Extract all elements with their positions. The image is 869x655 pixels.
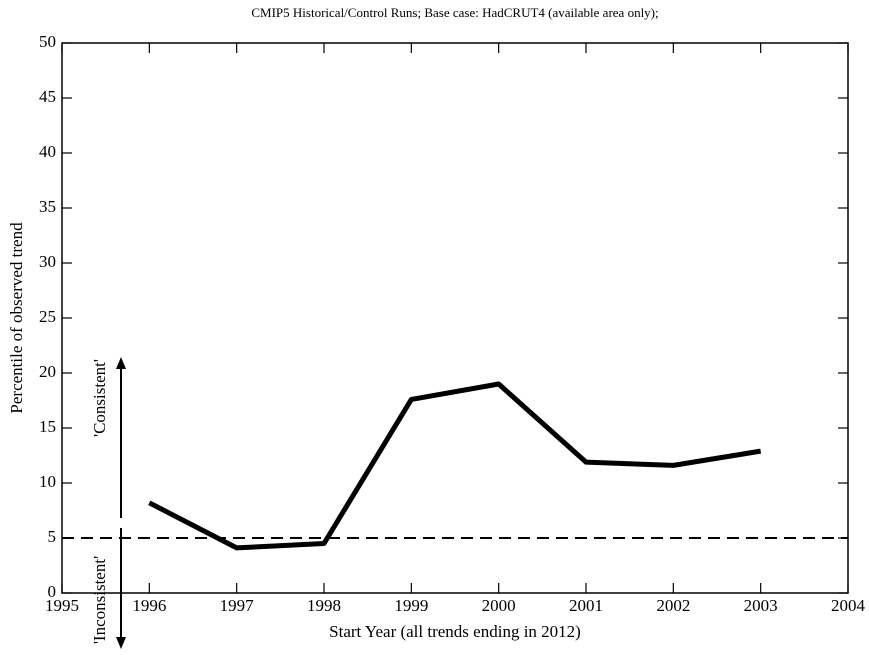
x-tick-label: 2002 bbox=[656, 596, 690, 615]
x-tick-label: 2004 bbox=[831, 596, 866, 615]
chart-title: CMIP5 Historical/Control Runs; Base case… bbox=[251, 5, 658, 20]
y-tick-label: 30 bbox=[39, 252, 56, 271]
y-tick-label: 40 bbox=[39, 142, 56, 161]
arrows bbox=[116, 357, 126, 649]
y-tick-label: 5 bbox=[48, 527, 57, 546]
x-tick-label: 2003 bbox=[744, 596, 778, 615]
y-tick-label: 20 bbox=[39, 362, 56, 381]
y-tick-label: 35 bbox=[39, 197, 56, 216]
x-tick-label: 1996 bbox=[132, 596, 166, 615]
y-tick-label: 45 bbox=[39, 87, 56, 106]
x-tick-label: 2001 bbox=[569, 596, 603, 615]
x-tick-label: 2000 bbox=[482, 596, 516, 615]
x-tick-label: 1999 bbox=[394, 596, 428, 615]
y-tick-label: 0 bbox=[48, 582, 57, 601]
x-axis-label: Start Year (all trends ending in 2012) bbox=[329, 622, 581, 641]
y-tick-label: 15 bbox=[39, 417, 56, 436]
x-tick-label: 1997 bbox=[220, 596, 255, 615]
plot-frame bbox=[61, 42, 849, 594]
y-axis-label: Percentile of observed trend bbox=[7, 222, 26, 414]
x-tick-label: 1998 bbox=[307, 596, 341, 615]
y-tick-label: 25 bbox=[39, 307, 56, 326]
annotation: 'Consistent' bbox=[90, 359, 109, 437]
y-tick-label: 10 bbox=[39, 472, 56, 491]
y-tick-label: 50 bbox=[39, 32, 56, 51]
annotation: 'Inconsistent' bbox=[90, 556, 109, 644]
data-line bbox=[148, 381, 762, 551]
x-tick-label: 1995 bbox=[45, 596, 79, 615]
